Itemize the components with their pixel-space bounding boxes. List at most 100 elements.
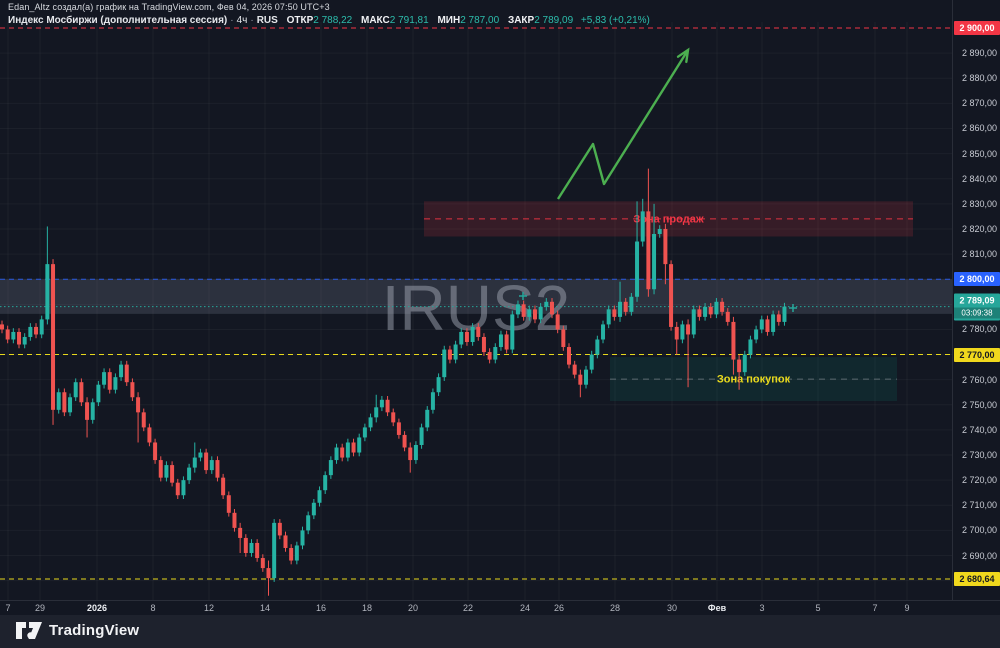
price-axis-label: 2 890,00 — [961, 48, 997, 59]
candle-body — [96, 384, 101, 403]
candle-body — [481, 336, 486, 353]
candle-body — [521, 304, 526, 317]
candle-body — [618, 301, 623, 317]
time-axis[interactable]: 7 29 2026 8 12 14 16 18 20 22 24 26 28 30 Фев 3 5 7 9 — [0, 600, 1000, 616]
candle-body — [368, 417, 373, 428]
candle-body — [192, 457, 197, 468]
candle-body — [595, 339, 600, 355]
candle-body — [453, 344, 458, 360]
interval-label[interactable]: 4ч — [236, 15, 248, 26]
candle-body — [447, 349, 452, 360]
candle-body — [430, 392, 435, 410]
open-value: 2 788,22 — [313, 15, 353, 26]
time-axis-label: 18 — [361, 603, 373, 613]
sell-zone-label: Зона продаж — [633, 213, 703, 225]
time-axis-label: 29 — [34, 603, 46, 613]
time-axis-label: Фев — [707, 603, 727, 613]
time-axis-label: 7 — [5, 603, 11, 613]
candle-body — [124, 364, 129, 383]
candle-body — [357, 437, 362, 453]
candle-body — [306, 515, 311, 531]
change-value: +5,83 (+0,21%) — [580, 15, 650, 26]
price-axis-label: 2 780,00 — [961, 324, 997, 335]
candle-body — [226, 495, 231, 513]
price-axis[interactable]: 2 890,00 2 880,00 2 870,00 2 860,00 2 850,00… — [952, 0, 1000, 600]
candle-body — [402, 434, 407, 448]
candle-body — [107, 372, 112, 390]
candle-body — [652, 233, 657, 290]
candle-body — [510, 314, 515, 350]
candle-body — [635, 241, 640, 297]
candle-body — [459, 331, 464, 345]
time-axis-label: 12 — [203, 603, 215, 613]
candle-body — [555, 314, 560, 330]
candle-body — [334, 447, 339, 461]
candle-body — [527, 309, 532, 317]
candle-body — [68, 397, 73, 413]
tradingview-logo-text: TradingView — [49, 622, 140, 639]
price-axis-label: 2 740,00 — [961, 424, 997, 435]
candle-body — [691, 309, 696, 335]
buy-zone[interactable] — [610, 357, 897, 402]
candle-body — [0, 324, 4, 330]
price-axis-label: 2 690,00 — [961, 550, 997, 561]
candle-body — [578, 374, 583, 385]
candle-body — [289, 547, 294, 561]
level-2770-badge: 2 770,00 — [954, 347, 1000, 362]
candle-body — [232, 512, 237, 528]
separator-dot: · — [230, 15, 234, 26]
candle-body — [674, 326, 679, 340]
time-axis-label: 30 — [666, 603, 678, 613]
candle-body — [601, 324, 606, 340]
candle-body — [640, 211, 645, 242]
candle-body — [391, 412, 396, 423]
time-axis-label: 16 — [315, 603, 327, 613]
price-axis-label: 2 730,00 — [961, 450, 997, 461]
candle-body — [11, 331, 16, 340]
candle-body — [765, 319, 770, 332]
time-axis-label: 2026 — [86, 603, 108, 613]
candle-body — [549, 301, 554, 315]
candle-body — [238, 527, 243, 538]
tradingview-logo[interactable]: TradingView — [16, 622, 139, 639]
candle-body — [17, 331, 22, 345]
symbol-title[interactable]: Индекс Мосбиржи (дополнительная сессия) — [8, 15, 228, 26]
candle-body — [130, 382, 135, 398]
candle-body — [703, 306, 708, 317]
candle-body — [720, 301, 725, 312]
candle-body — [714, 301, 719, 315]
candle-body — [731, 321, 736, 360]
candle-body — [737, 359, 742, 373]
time-axis-label: 3 — [759, 603, 765, 613]
candle-body — [51, 264, 56, 410]
bar-countdown: 03:09:38 — [954, 307, 1000, 319]
close-label: ЗАКР — [507, 15, 535, 26]
candle-body — [170, 465, 175, 483]
candle-body — [136, 397, 141, 413]
candle-body — [255, 542, 260, 559]
candle-body — [754, 329, 759, 340]
time-axis-label: 26 — [553, 603, 565, 613]
time-axis-label: 14 — [259, 603, 271, 613]
price-axis-label: 2 870,00 — [961, 98, 997, 109]
candle-body — [204, 452, 209, 471]
candle-body — [623, 301, 628, 312]
trend-arrow-line[interactable] — [556, 49, 690, 200]
price-axis-label: 2 850,00 — [961, 148, 997, 159]
candle-body — [748, 339, 753, 355]
candle-body — [345, 442, 350, 458]
candle-body — [646, 211, 651, 290]
candle-body — [85, 402, 90, 420]
candle-body — [153, 442, 158, 461]
candle-body — [425, 409, 430, 428]
time-axis-label: 8 — [150, 603, 156, 613]
price-axis-label: 2 750,00 — [961, 399, 997, 410]
candle-body — [34, 326, 39, 335]
separator-dot: · — [250, 15, 254, 26]
candle-body — [697, 309, 702, 317]
time-axis-label: 7 — [872, 603, 878, 613]
symbol-info-bar[interactable]: Индекс Мосбиржи (дополнительная сессия) ·… — [8, 15, 650, 26]
candle-body — [567, 347, 571, 365]
